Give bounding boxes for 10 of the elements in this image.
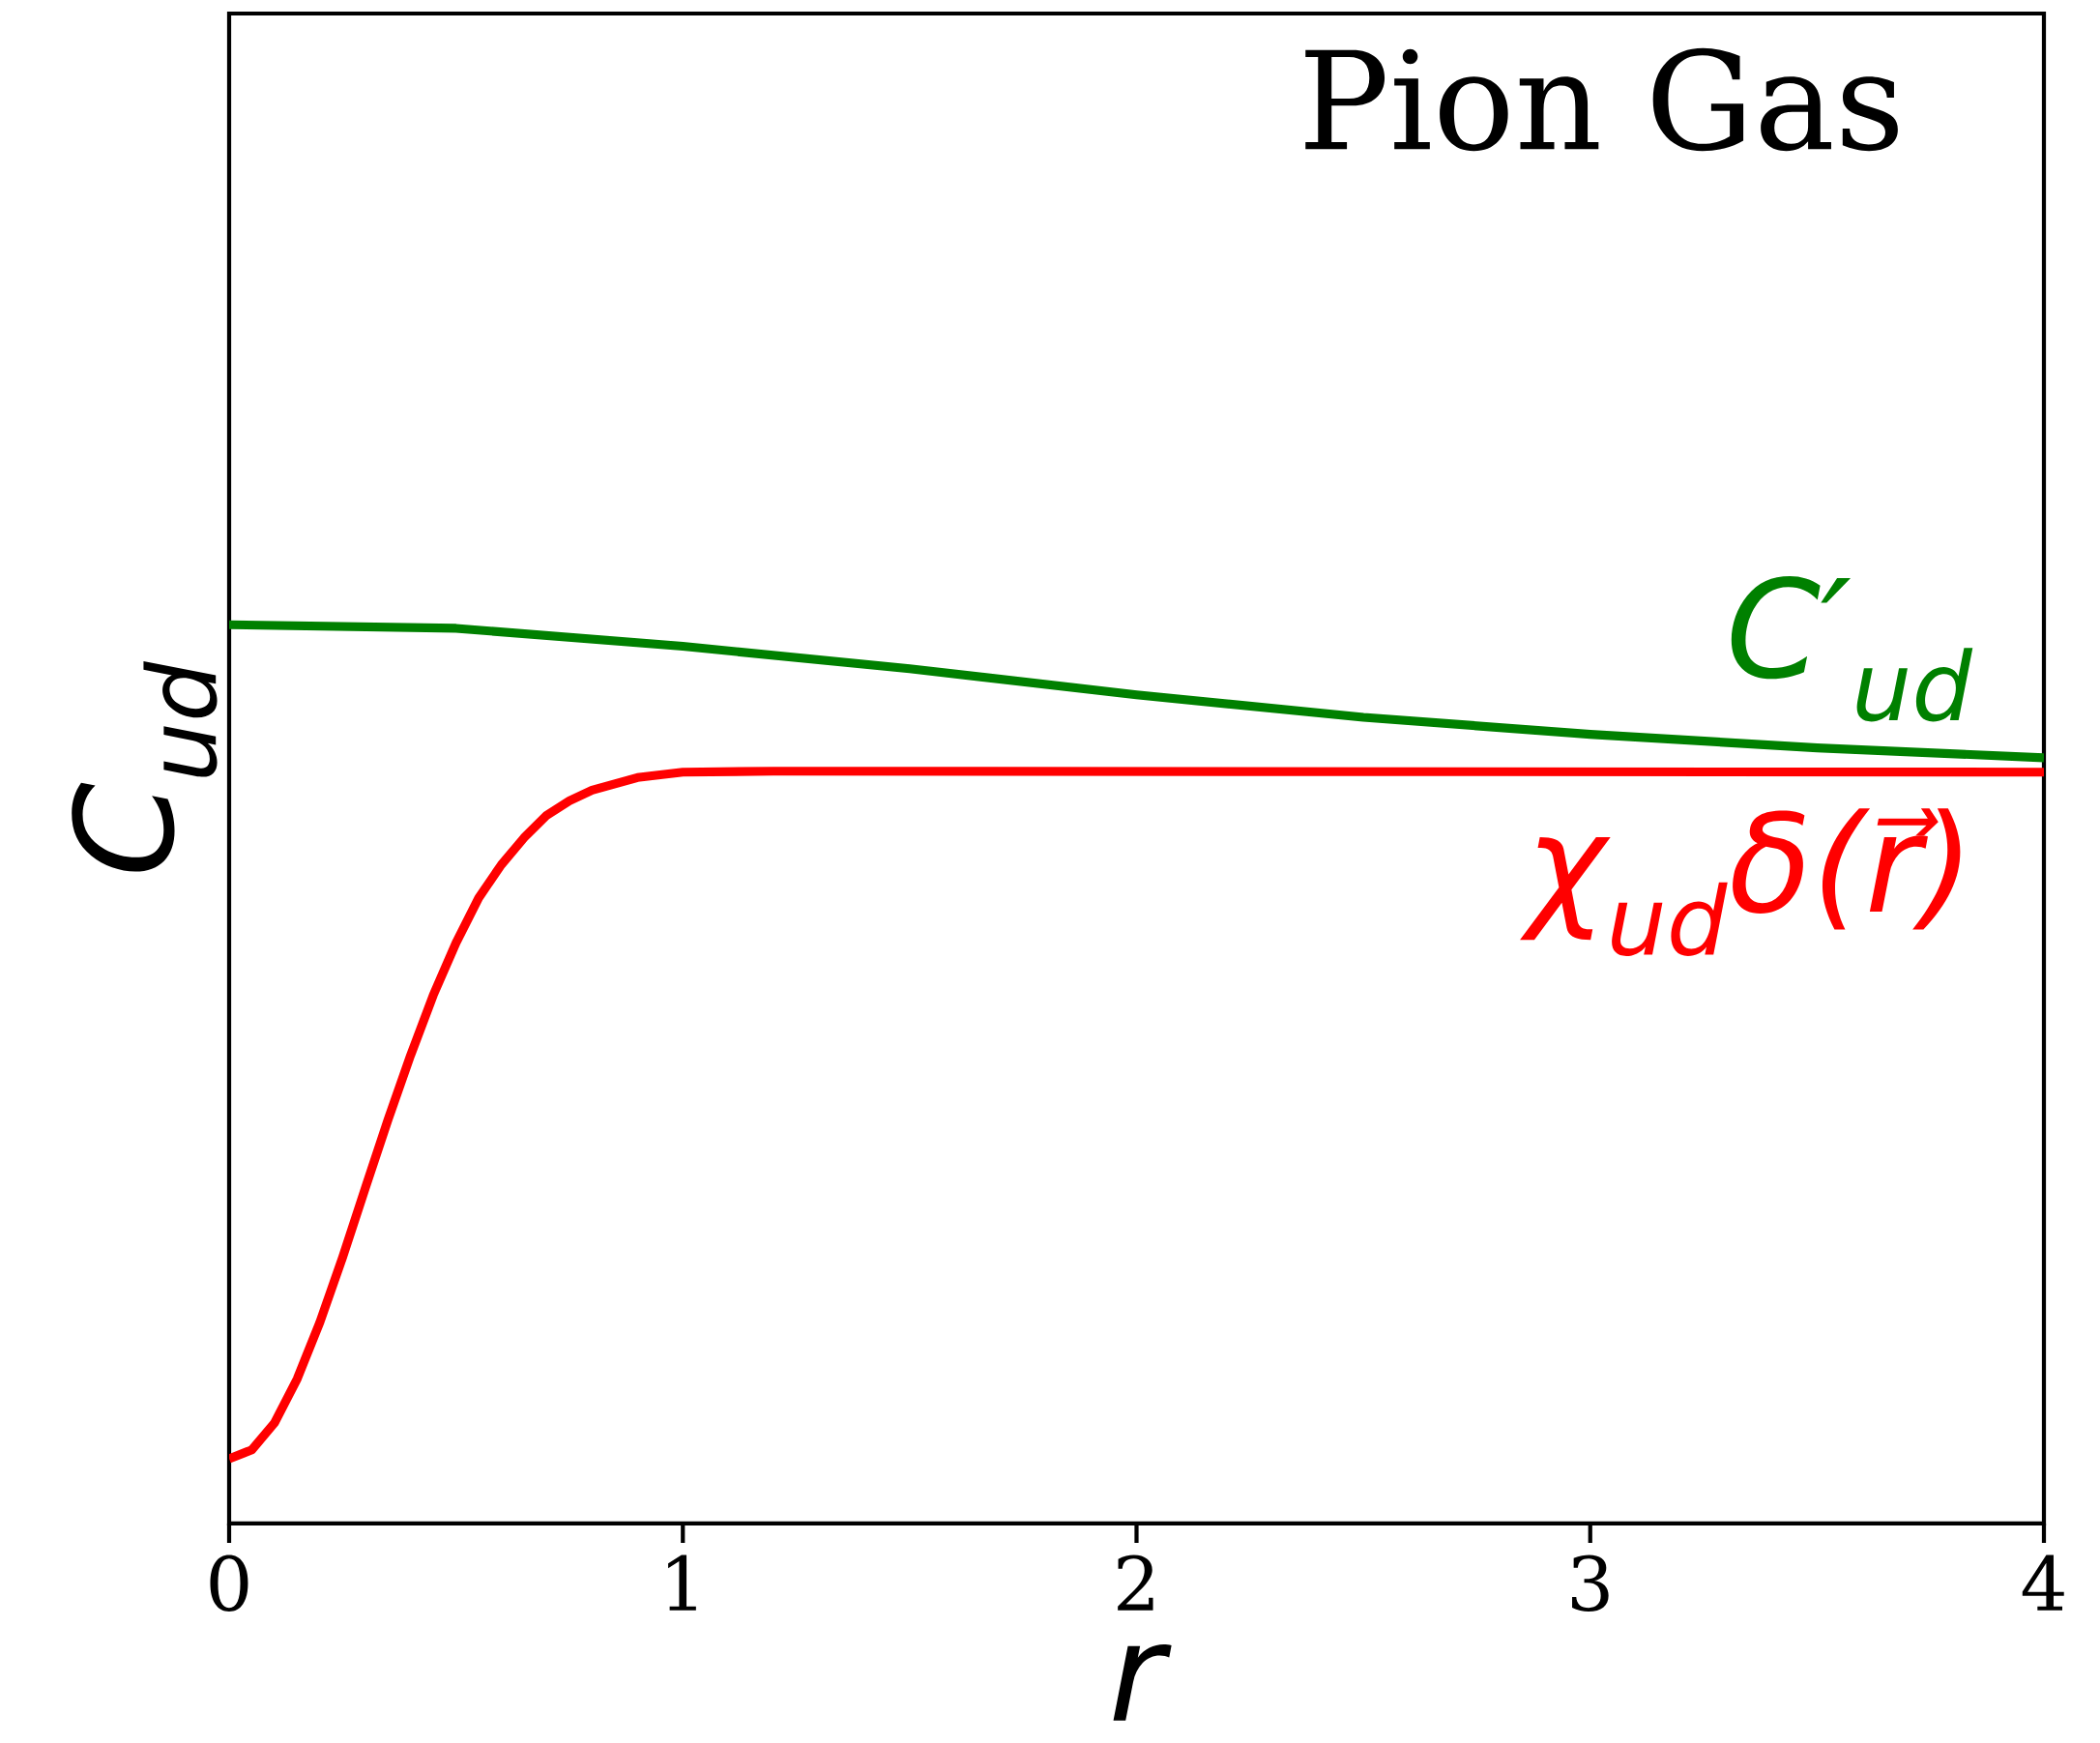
x-tick-label: 1	[668, 1554, 696, 1611]
x-axis-title: r	[1113, 1644, 1172, 1721]
x-tick-label: 3	[1572, 1554, 1609, 1612]
series-label: C′$_{ud}$	[1731, 576, 1973, 722]
x-tick-label: 0	[210, 1554, 248, 1612]
x-tick-label: 4	[2022, 1554, 2064, 1611]
series-label: χ$_{ud}$δ(r⃗)	[1520, 808, 1961, 956]
y-axis-title: C$_{ud}$	[72, 660, 218, 872]
x-tick-label: 2	[1118, 1554, 1153, 1611]
chart-title: Pion Gas	[1305, 47, 1898, 152]
